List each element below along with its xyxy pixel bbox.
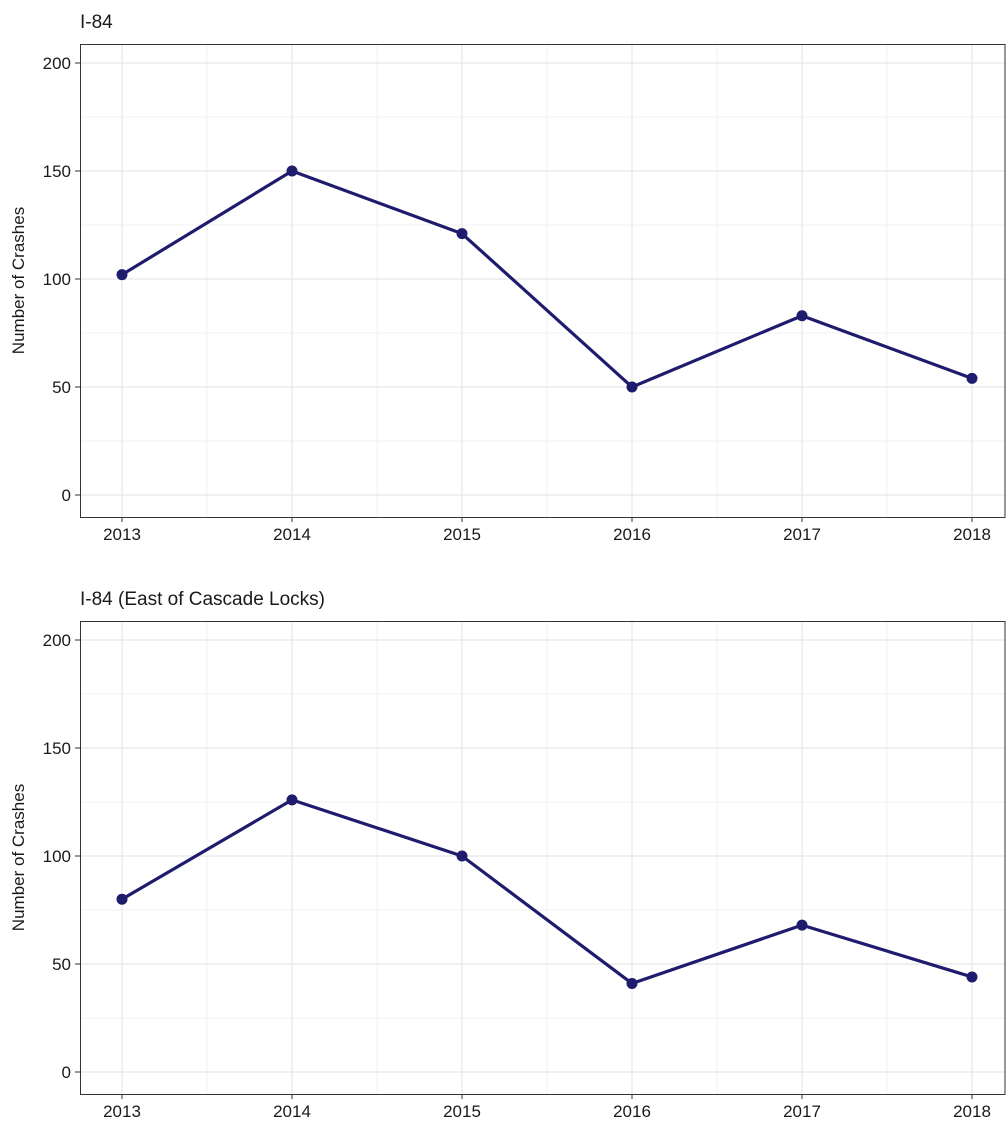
- data-point: [626, 977, 638, 989]
- x-tick-label: 2013: [103, 525, 141, 544]
- chart-2-axes: 0 50 100 150 200 2013 2014 2015 2016 2017 2018: [43, 631, 991, 1121]
- x-tick-label: 2017: [783, 1102, 821, 1121]
- data-point: [796, 919, 808, 931]
- y-tick-label: 150: [43, 162, 71, 181]
- chart-2-svg: I-84 (East of Cascade Locks) 0 50 100 150 20…: [9, 589, 1006, 1121]
- data-point: [286, 165, 298, 177]
- x-tick-label: 2014: [273, 1102, 311, 1121]
- series-line: [121, 169, 973, 389]
- x-tick-label: 2014: [273, 525, 311, 544]
- y-tick-label: 50: [52, 378, 71, 397]
- x-tick-label: 2013: [103, 1102, 141, 1121]
- data-point: [966, 372, 978, 384]
- x-tick-label: 2017: [783, 525, 821, 544]
- x-tick-label: 2018: [953, 1102, 991, 1121]
- chart-2-plot-frame: [80, 621, 1006, 1095]
- y-tick-label: 200: [43, 54, 71, 73]
- data-point: [966, 971, 978, 983]
- chart-panel-1: I-84 0 50 100 150 200 2013 2014 2015 2016 2017 201…: [0, 0, 1006, 560]
- chart-1-plot-frame: [80, 44, 1006, 518]
- x-tick-label: 2015: [443, 525, 481, 544]
- chart-1-grid: [80, 44, 1006, 517]
- data-point: [456, 228, 468, 240]
- x-tick-label: 2016: [613, 525, 651, 544]
- y-tick-label: 100: [43, 847, 71, 866]
- data-point: [456, 850, 468, 862]
- chart-panel-2: I-84 (East of Cascade Locks) 0 50 100 150 20…: [0, 577, 1006, 1137]
- data-point: [626, 381, 638, 393]
- y-tick-label: 0: [62, 486, 71, 505]
- data-point: [796, 310, 808, 322]
- chart-2-y-axis-label: Number of Crashes: [9, 784, 28, 931]
- data-point: [116, 893, 128, 905]
- chart-1-series: [116, 165, 978, 393]
- x-tick-label: 2016: [613, 1102, 651, 1121]
- chart-1-svg: I-84 0 50 100 150 200 2013 2014 2015 2016 2017 201…: [9, 12, 1006, 544]
- x-tick-label: 2015: [443, 1102, 481, 1121]
- chart-2-title: I-84 (East of Cascade Locks): [80, 589, 325, 610]
- chart-1-title: I-84: [80, 12, 113, 33]
- chart-2-grid: [80, 621, 1006, 1094]
- y-tick-label: 100: [43, 270, 71, 289]
- y-tick-label: 200: [43, 631, 71, 650]
- data-point: [286, 794, 298, 806]
- chart-1-axes: 0 50 100 150 200 2013 2014 2015 2016 2017 2018: [43, 54, 991, 544]
- y-tick-label: 0: [62, 1063, 71, 1082]
- series-line: [121, 798, 973, 986]
- y-tick-label: 150: [43, 739, 71, 758]
- data-point: [116, 269, 128, 281]
- chart-2-series: [116, 794, 978, 989]
- chart-1-y-axis-label: Number of Crashes: [9, 207, 28, 354]
- y-tick-label: 50: [52, 955, 71, 974]
- x-tick-label: 2018: [953, 525, 991, 544]
